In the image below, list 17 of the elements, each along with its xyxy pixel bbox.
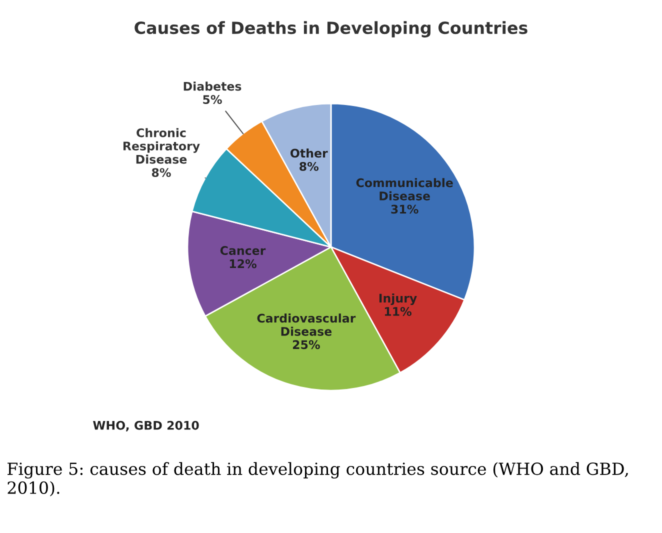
data-label: 8% (300, 162, 319, 171)
slice-label: Injury (379, 293, 417, 306)
data-label: 11% (384, 307, 412, 316)
slice-label: Cardiovascular Disease (257, 314, 356, 336)
slice-label: Diabetes (184, 82, 242, 91)
data-label: 31% (391, 204, 418, 214)
slice-label: Communicable Disease (356, 178, 453, 200)
slice-label: Other (290, 148, 328, 158)
caption: Figure 5: causes of death in developing countries source (WHO and GBD, 2010). (8, 462, 628, 496)
data-label: 8% (152, 168, 171, 177)
data-label: 25% (292, 340, 320, 350)
slice-label: Cancer (220, 246, 266, 255)
slice-label: Chronic Respiratory Disease (123, 128, 200, 164)
chart-title: Causes of Deaths in Developing Countries (134, 21, 528, 38)
text: WHO, GBD 2010 (93, 420, 199, 432)
data-label: 5% (203, 95, 222, 104)
data-label: 12% (230, 259, 256, 268)
